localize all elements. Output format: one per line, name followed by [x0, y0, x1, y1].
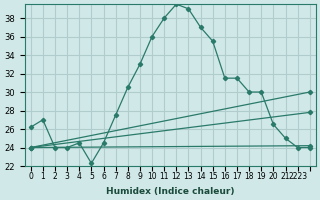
X-axis label: Humidex (Indice chaleur): Humidex (Indice chaleur)	[106, 187, 235, 196]
